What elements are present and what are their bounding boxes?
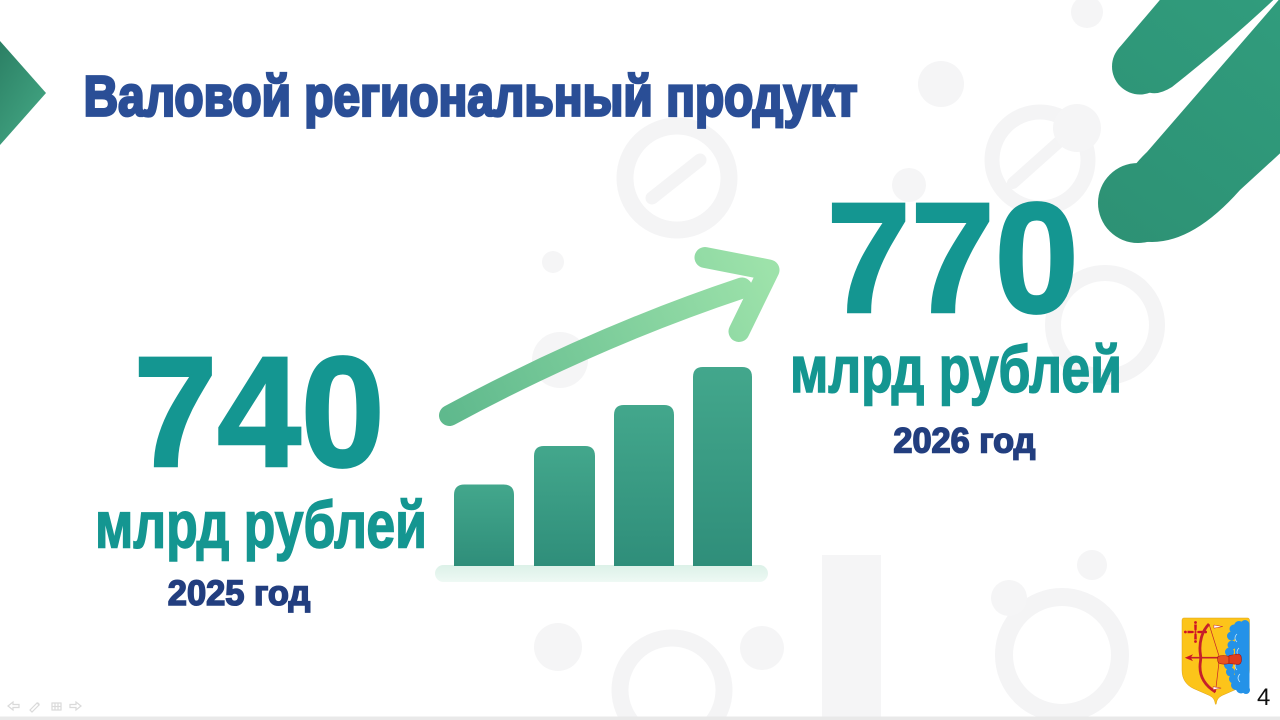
svg-text:740: 740 <box>134 325 385 500</box>
svg-text:млрд рублей: млрд рублей <box>95 487 427 561</box>
svg-text:2025 год: 2025 год <box>168 573 310 613</box>
svg-text:770: 770 <box>827 171 1079 346</box>
svg-text:2026 год: 2026 год <box>893 421 1035 461</box>
svg-text:млрд рублей: млрд рублей <box>790 332 1122 406</box>
svg-text:4: 4 <box>1257 684 1270 711</box>
svg-text:Валовой региональный продукт: Валовой региональный продукт <box>84 65 858 129</box>
